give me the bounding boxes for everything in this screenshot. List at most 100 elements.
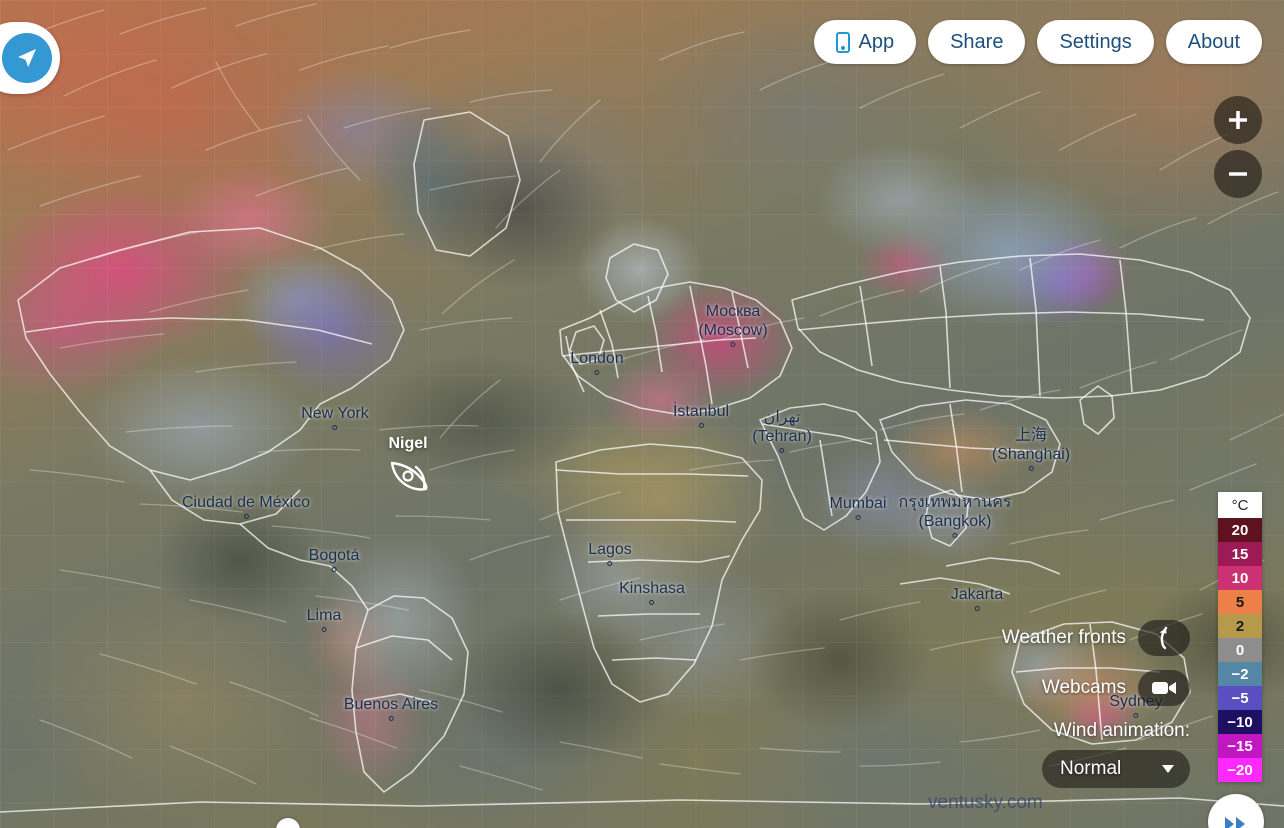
about-button[interactable]: About	[1165, 20, 1262, 64]
city-marker-dot	[594, 369, 600, 375]
zoom-in-button[interactable]	[1214, 96, 1262, 144]
city-name-local: Москва	[705, 303, 761, 320]
city-name-local: İstanbul	[672, 403, 730, 420]
zoom-controls	[1214, 96, 1262, 198]
city-label[interactable]: Jakarta	[951, 586, 1003, 611]
city-marker-dot	[243, 513, 249, 519]
city-name-translit: (Tehran)	[752, 427, 812, 445]
share-button[interactable]: Share	[928, 20, 1026, 64]
city-name-local: Bogotá	[308, 547, 360, 564]
city-label[interactable]: London	[570, 350, 624, 375]
city-label[interactable]: Lagos	[588, 541, 632, 566]
legend-band: 0	[1218, 638, 1262, 662]
legend-band: −15	[1218, 734, 1262, 758]
city-name-translit: (Bangkok)	[918, 512, 992, 530]
city-name-local: New York	[301, 405, 369, 422]
legend-unit-label: °C	[1218, 492, 1262, 518]
weather-fronts-label: Weather fronts	[1001, 627, 1126, 648]
legend-band: 5	[1218, 590, 1262, 614]
plus-icon	[1229, 111, 1247, 129]
city-name-local: กรุงเทพมหานคร	[898, 494, 1012, 511]
city-marker-dot	[730, 341, 736, 347]
city-marker-dot	[321, 626, 327, 632]
map-options-panel: Weather fronts Webcams Wind animation: N…	[890, 620, 1190, 788]
city-name-translit: (Shanghai)	[991, 445, 1071, 463]
city-marker-dot	[1028, 465, 1034, 471]
phone-icon	[835, 31, 850, 53]
wind-animation-group: Wind animation: Normal	[890, 720, 1190, 788]
legend-band: 2	[1218, 614, 1262, 638]
legend-band: −5	[1218, 686, 1262, 710]
locate-me-button[interactable]	[2, 33, 52, 83]
city-marker-dot	[974, 605, 980, 611]
city-marker-dot	[779, 447, 785, 453]
city-name-local: Lagos	[588, 541, 632, 558]
navigation-arrow-icon	[18, 49, 36, 67]
legend-band: 15	[1218, 542, 1262, 566]
video-camera-icon	[1152, 682, 1176, 694]
city-name-local: Buenos Aires	[343, 696, 439, 713]
top-navigation-bar: App Share Settings About	[813, 20, 1262, 64]
webcams-row: Webcams	[890, 670, 1190, 706]
chevron-down-icon	[1162, 765, 1174, 773]
timeline-scrubber-handle[interactable]	[276, 818, 300, 828]
legend-band: 20	[1218, 518, 1262, 542]
weather-fronts-toggle[interactable]	[1138, 620, 1190, 656]
city-name-local: Lima	[306, 607, 342, 624]
wind-animation-value: Normal	[1060, 758, 1122, 779]
city-marker-dot	[649, 599, 655, 605]
city-label[interactable]: Ciudad de México	[182, 494, 310, 519]
share-button-label: Share	[950, 30, 1004, 53]
fast-forward-icon	[1225, 817, 1245, 828]
city-label[interactable]: 上海 (Shanghai)	[992, 427, 1070, 471]
city-name-local: Jakarta	[950, 586, 1004, 603]
settings-button-label: Settings	[1059, 30, 1132, 53]
legend-band: 10	[1218, 566, 1262, 590]
legend-band: −20	[1218, 758, 1262, 782]
locate-button-container	[0, 22, 60, 94]
city-marker-dot	[331, 566, 337, 572]
webcams-toggle[interactable]	[1138, 670, 1190, 706]
city-marker-dot	[855, 514, 861, 520]
city-marker-dot	[607, 560, 613, 566]
city-label[interactable]: تهران (Tehran)	[752, 409, 812, 453]
minus-icon	[1229, 172, 1247, 176]
city-name-local: Kinshasa	[619, 580, 685, 597]
city-name-local: تهران	[763, 409, 801, 426]
webcams-label: Webcams	[1041, 677, 1126, 698]
city-label[interactable]: Bogotá	[308, 547, 360, 572]
city-label[interactable]: Москва (Moscow)	[698, 303, 768, 347]
city-marker-dot	[388, 715, 394, 721]
city-name-local: 上海	[1014, 427, 1047, 444]
zoom-out-button[interactable]	[1214, 150, 1262, 198]
app-button[interactable]: App	[813, 20, 917, 64]
legend-band: −10	[1218, 710, 1262, 734]
wind-animation-label: Wind animation:	[1053, 720, 1190, 741]
weather-front-icon	[1159, 626, 1168, 650]
city-label[interactable]: New York	[301, 405, 369, 430]
temperature-legend[interactable]: °C 20 15 10 5 2 0 −2 −5 −10 −15 −20	[1218, 492, 1262, 782]
city-label[interactable]: Kinshasa	[619, 580, 685, 605]
city-marker-dot	[698, 422, 704, 428]
app-button-label: App	[858, 30, 895, 53]
city-marker-dot	[332, 424, 338, 430]
city-label[interactable]: Lima	[306, 607, 342, 632]
city-name-local: Mumbai	[829, 495, 887, 512]
city-label[interactable]: Buenos Aires	[344, 696, 438, 721]
legend-band: −2	[1218, 662, 1262, 686]
city-label[interactable]: กรุงเทพมหานคร (Bangkok)	[898, 494, 1012, 538]
city-label[interactable]: İstanbul	[673, 403, 729, 428]
city-marker-dot	[952, 532, 958, 538]
city-name-local: London	[570, 350, 624, 367]
wind-animation-select[interactable]: Normal	[1042, 750, 1190, 788]
city-label[interactable]: Mumbai	[829, 495, 887, 520]
about-button-label: About	[1187, 30, 1240, 53]
settings-button[interactable]: Settings	[1037, 20, 1154, 64]
